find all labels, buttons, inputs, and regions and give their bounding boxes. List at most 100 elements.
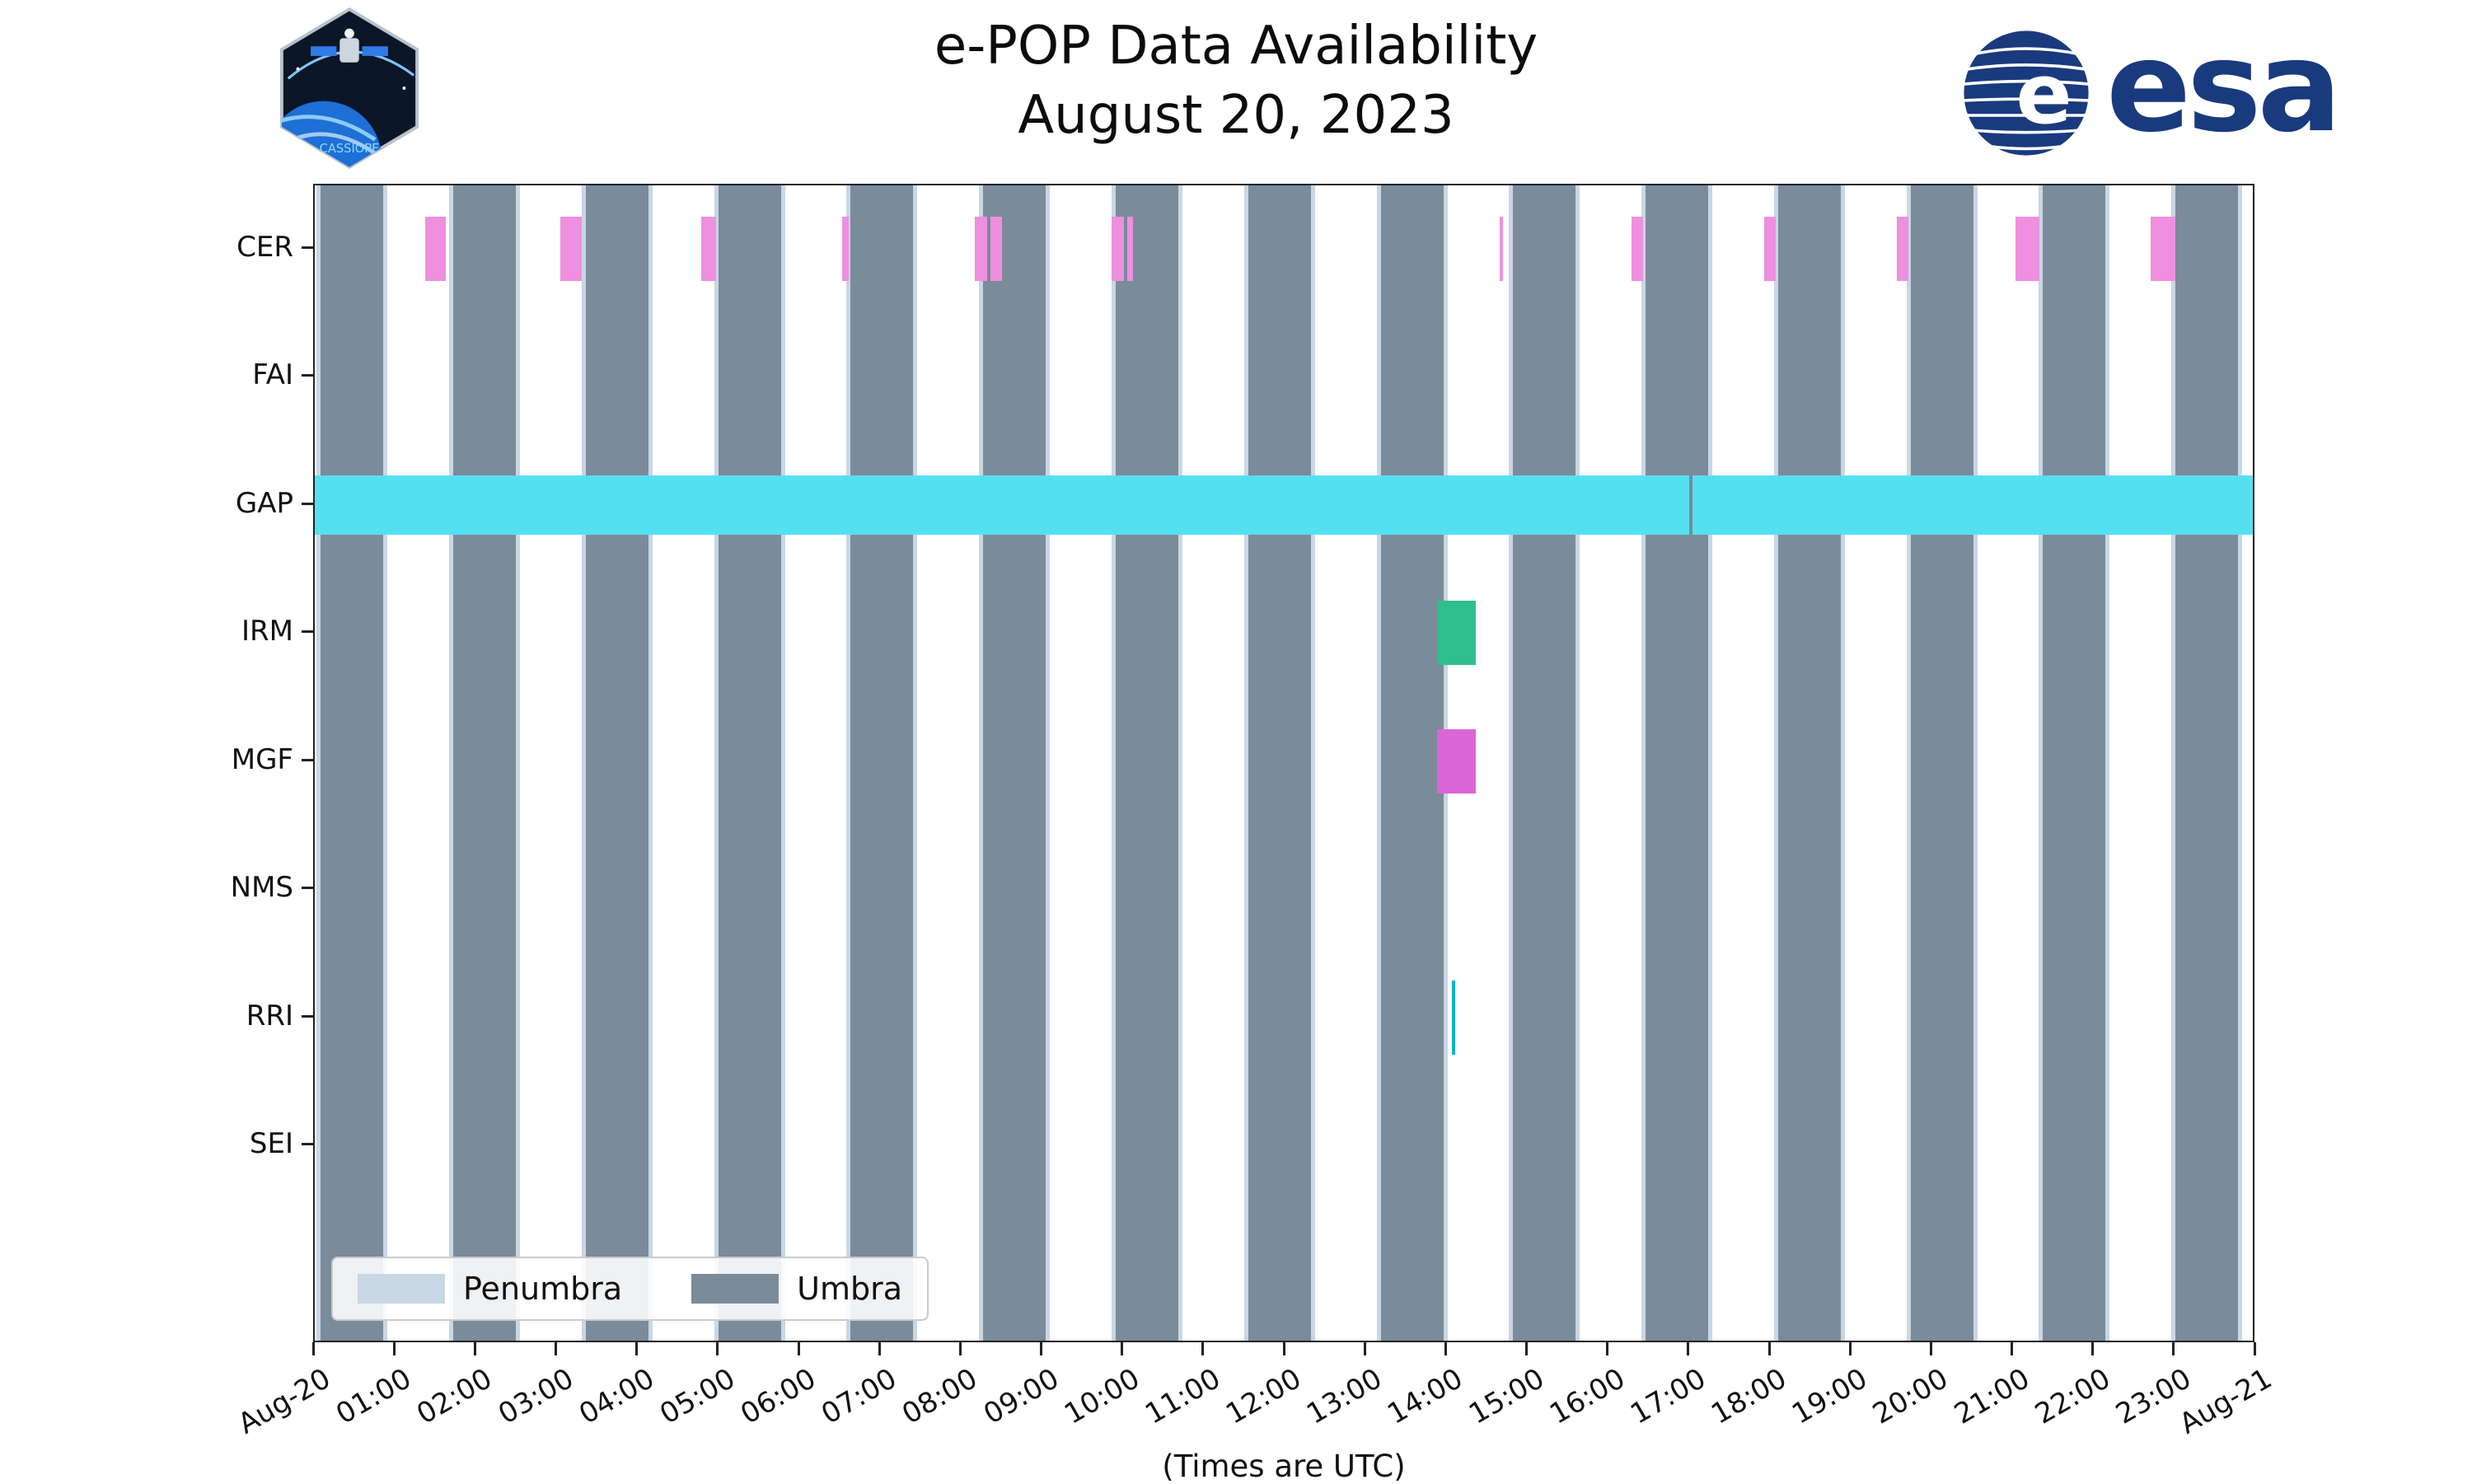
- chart-title: e-POP Data Availability: [934, 16, 1538, 77]
- x-tick-mark: [2011, 1342, 2013, 1355]
- x-tick-label: 03:00: [492, 1362, 579, 1431]
- x-tick-mark: [1848, 1342, 1852, 1355]
- plot-area: Penumbra Umbra: [313, 184, 2254, 1342]
- y-tick-label: FAI: [252, 358, 293, 392]
- penumbra-swatch: [358, 1274, 445, 1304]
- x-tick-label: 12:00: [1220, 1362, 1307, 1431]
- esa-logo: e esa: [1959, 14, 2342, 160]
- x-tick-label: 05:00: [653, 1362, 741, 1431]
- cer-availability-bar: [1500, 216, 1504, 281]
- rri-availability-bar: [1452, 980, 1456, 1055]
- x-axis-label: (Times are UTC): [1162, 1449, 1406, 1484]
- x-tick-mark: [1687, 1342, 1690, 1355]
- umbra-stripe: [320, 185, 384, 1341]
- umbra-stripe: [1910, 185, 1974, 1341]
- cer-availability-bar: [1897, 216, 1908, 281]
- x-tick-label: 01:00: [330, 1362, 418, 1431]
- x-tick-mark: [635, 1342, 639, 1355]
- umbra-legend-label: Umbra: [797, 1271, 903, 1307]
- x-tick-mark: [716, 1342, 719, 1355]
- x-tick-mark: [1363, 1342, 1366, 1355]
- umbra-stripe: [1380, 185, 1444, 1341]
- gap-availability-bar: [315, 475, 1689, 535]
- x-tick-mark: [1444, 1342, 1447, 1355]
- y-tick-mark: [302, 887, 313, 890]
- cer-availability-bar: [2016, 216, 2039, 281]
- x-tick-mark: [311, 1342, 315, 1355]
- x-tick-label: 10:00: [1058, 1362, 1145, 1431]
- y-tick-label: NMS: [230, 871, 293, 905]
- x-tick-label: Aug-21: [2174, 1362, 2278, 1441]
- x-tick-label: 07:00: [816, 1362, 903, 1431]
- x-tick-label: 19:00: [1786, 1362, 1874, 1431]
- x-tick-mark: [2172, 1342, 2175, 1355]
- cassiope-mission-logo: CASSIOPE: [279, 7, 420, 170]
- x-tick-label: 21:00: [1948, 1362, 2035, 1431]
- cer-availability-bar: [1126, 216, 1134, 281]
- umbra-stripe: [2175, 185, 2239, 1341]
- x-tick-mark: [392, 1342, 396, 1355]
- x-tick-label: 02:00: [411, 1362, 499, 1431]
- y-tick-mark: [302, 1143, 313, 1146]
- mgf-availability-bar: [1436, 728, 1476, 793]
- cer-availability-bar: [1632, 216, 1643, 281]
- x-tick-mark: [1282, 1342, 1285, 1355]
- y-tick-mark: [302, 758, 313, 761]
- y-tick-label: MGF: [231, 742, 293, 776]
- umbra-stripe: [718, 185, 782, 1341]
- umbra-stripe: [1645, 185, 1709, 1341]
- x-tick-mark: [1606, 1342, 1609, 1355]
- x-tick-label: 08:00: [897, 1362, 984, 1431]
- umbra-stripe: [2042, 185, 2106, 1341]
- x-tick-label: 20:00: [1867, 1362, 1955, 1431]
- umbra-stripe: [1512, 185, 1576, 1341]
- cer-availability-bar: [701, 216, 716, 281]
- umbra-swatch: [691, 1274, 780, 1304]
- x-tick-mark: [878, 1342, 881, 1355]
- y-tick-label: RRI: [246, 999, 293, 1032]
- legend: Penumbra Umbra: [331, 1257, 929, 1321]
- x-tick-mark: [1121, 1342, 1124, 1355]
- x-tick-label: 04:00: [573, 1362, 660, 1431]
- cer-availability-bar: [2151, 216, 2175, 281]
- cer-availability-bar: [990, 216, 1003, 281]
- umbra-stripe: [1115, 185, 1179, 1341]
- x-tick-mark: [1929, 1342, 1932, 1355]
- esa-globe-icon: e: [1962, 30, 2090, 156]
- umbra-stripe: [452, 185, 517, 1341]
- esa-wordmark: esa: [2106, 14, 2342, 160]
- umbra-stripe: [850, 185, 914, 1341]
- x-tick-label: 17:00: [1624, 1362, 1711, 1431]
- x-tick-label: Aug-20: [232, 1362, 336, 1441]
- cer-availability-bar: [1111, 216, 1124, 281]
- chart-subtitle: August 20, 2023: [1018, 85, 1454, 147]
- umbra-stripe: [982, 185, 1046, 1341]
- x-tick-label: 09:00: [977, 1362, 1065, 1431]
- umbra-stripe: [1777, 185, 1842, 1341]
- cer-availability-bar: [1764, 216, 1776, 281]
- y-tick-label: SEI: [249, 1127, 293, 1161]
- chart-header: e-POP Data Availability August 20, 2023: [0, 12, 2472, 151]
- x-tick-label: 13:00: [1301, 1362, 1388, 1431]
- x-tick-mark: [1040, 1342, 1042, 1355]
- cassiope-patch-text: CASSIOPE: [320, 142, 380, 156]
- cer-availability-bar: [560, 216, 582, 281]
- x-tick-label: 18:00: [1706, 1362, 1792, 1431]
- x-tick-label: 15:00: [1463, 1362, 1550, 1431]
- x-tick-label: 22:00: [2029, 1362, 2116, 1431]
- cassiope-patch-graphic: CASSIOPE: [279, 7, 419, 170]
- x-tick-mark: [473, 1342, 476, 1355]
- x-tick-mark: [2253, 1342, 2256, 1355]
- x-tick-mark: [555, 1342, 557, 1355]
- y-tick-label: IRM: [241, 615, 293, 648]
- penumbra-legend-label: Penumbra: [463, 1271, 623, 1307]
- umbra-stripe: [1248, 185, 1312, 1341]
- cer-availability-bar: [842, 216, 849, 281]
- x-tick-mark: [1201, 1342, 1205, 1355]
- y-tick-mark: [302, 246, 313, 249]
- cer-availability-bar: [975, 216, 987, 281]
- x-tick-mark: [797, 1342, 800, 1355]
- y-tick-label: GAP: [235, 486, 293, 520]
- irm-availability-bar: [1436, 601, 1476, 666]
- y-tick-mark: [302, 502, 313, 505]
